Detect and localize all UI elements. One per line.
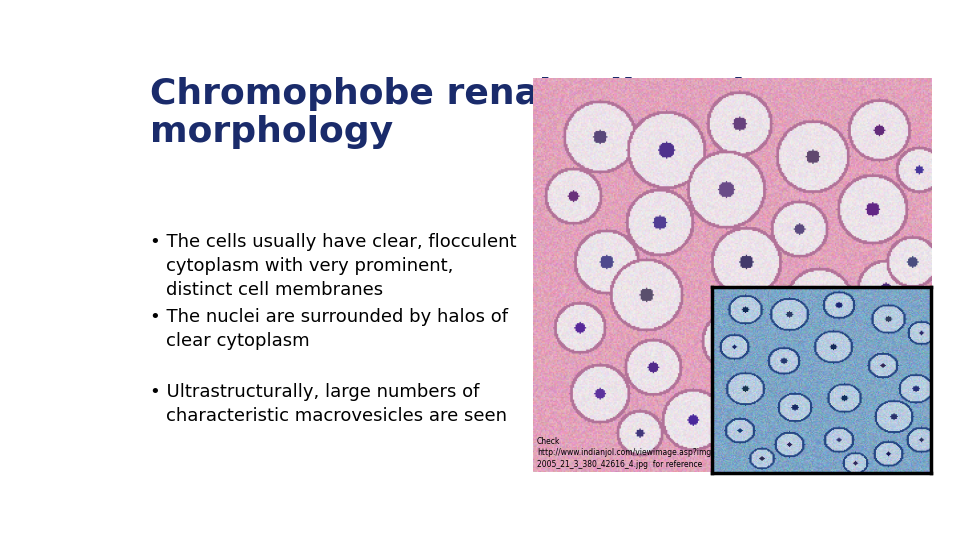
Text: Chromophobe renal cell carcinoma,
morphology: Chromophobe renal cell carcinoma, morpho… (150, 77, 871, 150)
Text: • Ultrastructurally, large numbers of: • Ultrastructurally, large numbers of (150, 383, 479, 401)
Text: clear cytoplasm: clear cytoplasm (166, 332, 310, 350)
Text: distinct cell membranes: distinct cell membranes (166, 281, 383, 299)
Text: cytoplasm with very prominent,: cytoplasm with very prominent, (166, 257, 453, 275)
Text: • The nuclei are surrounded by halos of: • The nuclei are surrounded by halos of (150, 308, 508, 326)
Text: • The cells usually have clear, flocculent: • The cells usually have clear, floccule… (150, 233, 516, 251)
Text: Check
http://www.indianjol.com/viewimage.asp?img=IndianJUrol_
2005_21_3_380_4261: Check http://www.indianjol.com/viewimage… (537, 437, 763, 469)
Text: characteristic macrovesicles are seen: characteristic macrovesicles are seen (166, 407, 507, 424)
